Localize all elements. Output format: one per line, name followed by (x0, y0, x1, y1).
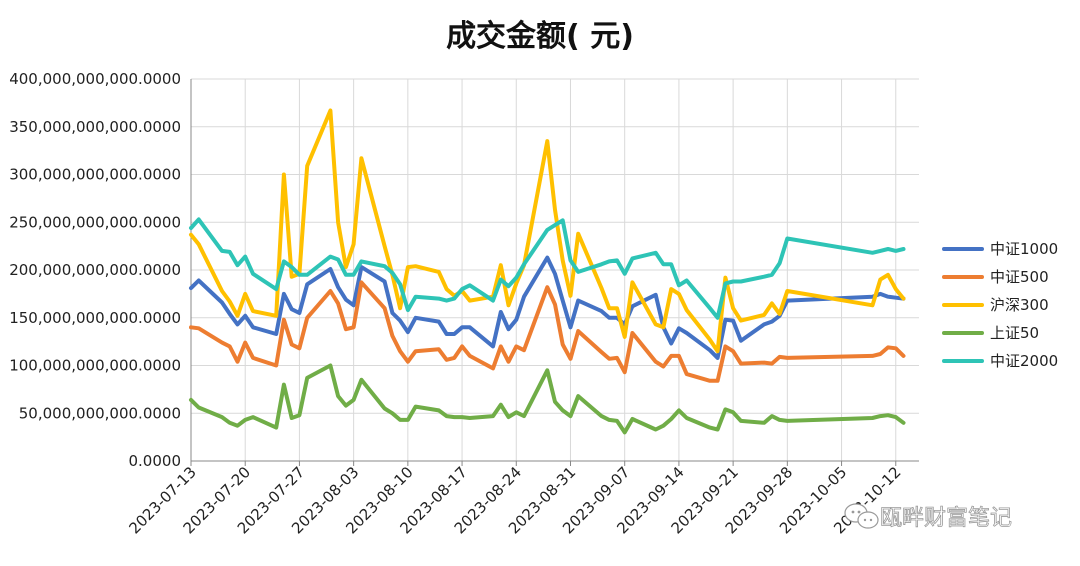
legend-label: 沪深300 (990, 296, 1049, 314)
series-line-4 (189, 217, 906, 320)
y-tick-label: 300,000,000,000.0000 (9, 166, 181, 184)
y-tick-label: 0.0000 (129, 452, 182, 470)
y-tick-label: 50,000,000,000.0000 (19, 404, 181, 422)
y-tick-label: 100,000,000,000.0000 (9, 357, 181, 375)
y-tick-label: 400,000,000,000.0000 (9, 70, 181, 88)
y-tick-label: 350,000,000,000.0000 (9, 118, 181, 136)
series-lines (189, 108, 906, 435)
series-line-0 (189, 255, 906, 360)
y-tick-label: 200,000,000,000.0000 (9, 261, 181, 279)
watermark-text: 瓯畔财富笔记 (880, 506, 1012, 531)
y-tick-label: 250,000,000,000.0000 (9, 213, 181, 231)
legend-label: 中证2000 (990, 352, 1058, 370)
chart-title: 成交金额( 元) (446, 19, 634, 54)
series-line-3 (189, 363, 906, 435)
legend-label: 中证500 (990, 268, 1049, 286)
watermark: 瓯畔财富笔记 (844, 503, 1012, 531)
legend-label: 上证50 (990, 324, 1039, 342)
legend-label: 中证1000 (990, 240, 1058, 258)
y-tick-label: 150,000,000,000.0000 (9, 309, 181, 327)
legend: 中证1000 中证500 沪深300 上证50 中证2000 (942, 240, 1058, 370)
wechat-logo-icon (844, 503, 879, 529)
series-line-1 (189, 280, 906, 383)
